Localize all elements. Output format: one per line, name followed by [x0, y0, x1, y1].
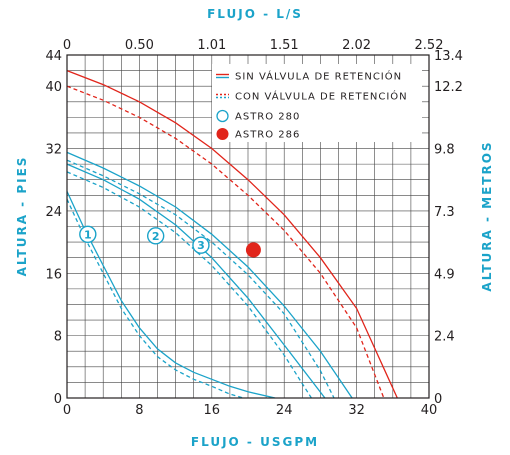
astro-286-sin-valvula-line	[66, 69, 398, 399]
legend-label: CON VÁLVULA DE RETENCIÓN	[235, 90, 408, 103]
legend-open-circle-icon	[216, 109, 229, 123]
y-tick-label-right: 13.4	[434, 49, 463, 64]
top-axis-title: FLUJO - L/S	[207, 7, 303, 21]
curve-label-circle	[192, 236, 210, 254]
curve-label-circle	[146, 227, 165, 245]
curve-label-circle	[79, 225, 97, 243]
y-tick-label-left: 8	[54, 330, 62, 345]
curve-labels: 1 2 3	[79, 225, 210, 254]
y-tick-label-left: 0	[54, 392, 62, 407]
tick-labels: 0 8 16 24 32 400 0.50 1.01 1.51 2.02 2.52081624324…	[45, 38, 463, 418]
x-tick-label-top: 1.01	[197, 38, 226, 53]
x-tick-label-top: 0.50	[125, 38, 154, 53]
y-tick-label-left: 40	[45, 80, 62, 95]
x-tick-label: 8	[135, 403, 143, 418]
x-tick-label-top: 1.51	[270, 38, 299, 53]
astro-280-curve-1-con-valvula-line	[66, 198, 244, 399]
bottom-axis-title: FLUJO - USGPM	[191, 435, 319, 449]
legend-label: ASTRO 286	[235, 130, 300, 141]
plot-frame	[66, 54, 430, 399]
astro-286-marker	[245, 242, 261, 258]
y-tick-label-right: 0	[434, 392, 442, 407]
astro-286-con-valvula-line	[66, 85, 385, 399]
x-tick-label: 40	[421, 403, 438, 418]
curve-label-text: 1	[84, 228, 92, 241]
right-axis-title: ALTURA - METROS	[480, 140, 494, 291]
x-tick-label-top: 2.52	[415, 38, 444, 53]
astro-280-curve-3-con-valvula-line	[66, 159, 335, 399]
y-tick-label-left: 44	[45, 49, 62, 64]
x-tick-label-top: 0	[63, 38, 71, 53]
x-tick-label: 16	[204, 403, 221, 418]
x-tick-label: 32	[348, 403, 365, 418]
legend: SIN VÁLVULA DE RETENCIÓN CON VÁLVULA DE R…	[216, 70, 408, 141]
y-tick-label-right: 7.3	[434, 205, 455, 220]
y-tick-label-right: 9.8	[434, 143, 455, 158]
legend-background	[212, 64, 422, 142]
astro-280-curve-2-sin-valvula-line	[66, 163, 326, 399]
legend-filled-circle-icon	[216, 128, 229, 140]
y-tick-label-right: 2.4	[434, 330, 455, 345]
y-tick-label-left: 16	[45, 267, 62, 282]
x-tick-label-top: 2.02	[342, 38, 371, 53]
y-tick-label-left: 32	[45, 143, 62, 158]
curve-label-text: 2	[152, 230, 160, 243]
y-tick-label-left: 24	[45, 205, 62, 220]
legend-label: ASTRO 280	[235, 112, 300, 123]
y-tick-label-right: 4.9	[434, 267, 455, 282]
y-tick-label-right: 12.2	[434, 80, 463, 95]
astro-280-curve-3-sin-valvula-line	[66, 151, 353, 399]
legend-label: SIN VÁLVULA DE RETENCIÓN	[235, 70, 402, 83]
x-tick-label: 0	[63, 403, 71, 418]
curve-label-text: 3	[197, 239, 205, 252]
x-tick-label: 24	[276, 403, 293, 418]
left-axis-title: ALTURA - PIES	[15, 156, 29, 277]
